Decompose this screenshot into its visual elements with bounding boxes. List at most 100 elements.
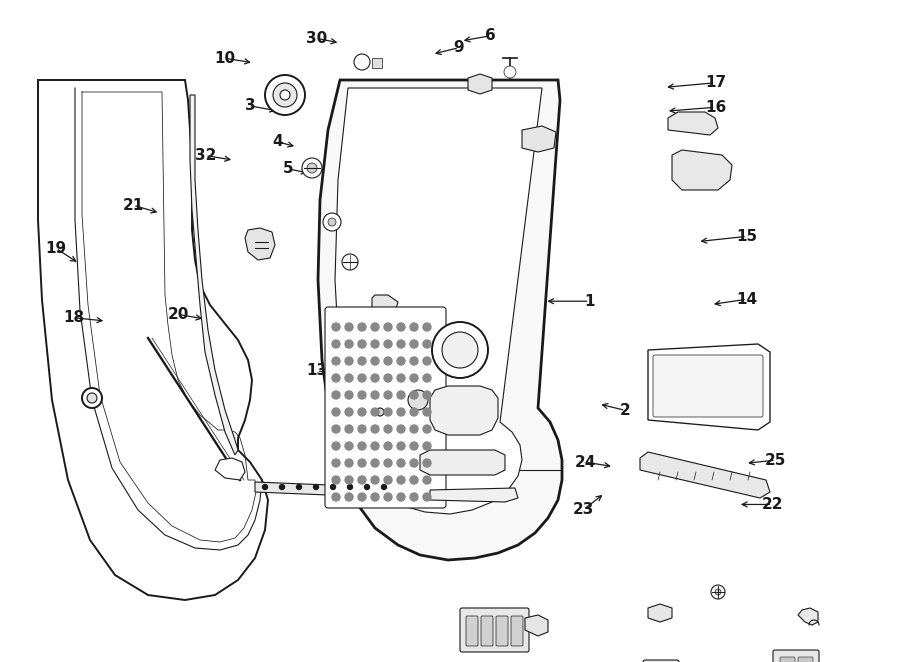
Circle shape xyxy=(296,485,302,489)
Polygon shape xyxy=(640,452,770,498)
Circle shape xyxy=(432,322,488,378)
Circle shape xyxy=(358,493,366,501)
Circle shape xyxy=(423,323,431,331)
Circle shape xyxy=(345,425,353,433)
Bar xyxy=(372,58,382,68)
Circle shape xyxy=(384,408,392,416)
Text: 3: 3 xyxy=(245,99,256,113)
Polygon shape xyxy=(420,450,505,475)
Circle shape xyxy=(397,442,405,450)
Circle shape xyxy=(280,485,284,489)
Circle shape xyxy=(371,340,379,348)
Circle shape xyxy=(423,340,431,348)
Circle shape xyxy=(410,374,418,382)
Text: 21: 21 xyxy=(122,198,144,213)
Circle shape xyxy=(384,357,392,365)
Circle shape xyxy=(364,485,370,489)
Circle shape xyxy=(423,391,431,399)
Circle shape xyxy=(397,374,405,382)
Circle shape xyxy=(345,476,353,484)
Circle shape xyxy=(330,485,336,489)
Text: 16: 16 xyxy=(705,100,726,115)
Text: 5: 5 xyxy=(283,162,293,176)
Text: 6: 6 xyxy=(485,28,496,43)
Circle shape xyxy=(280,90,290,100)
Polygon shape xyxy=(468,74,492,94)
Circle shape xyxy=(371,357,379,365)
Circle shape xyxy=(376,408,384,416)
Circle shape xyxy=(347,485,353,489)
Circle shape xyxy=(384,493,392,501)
Circle shape xyxy=(410,357,418,365)
Circle shape xyxy=(410,340,418,348)
Circle shape xyxy=(358,425,366,433)
Circle shape xyxy=(358,442,366,450)
FancyBboxPatch shape xyxy=(466,616,478,646)
Circle shape xyxy=(371,493,379,501)
Circle shape xyxy=(345,374,353,382)
Circle shape xyxy=(87,393,97,403)
Circle shape xyxy=(358,340,366,348)
Circle shape xyxy=(332,442,340,450)
FancyBboxPatch shape xyxy=(780,657,795,662)
Circle shape xyxy=(358,374,366,382)
Circle shape xyxy=(410,391,418,399)
Circle shape xyxy=(332,391,340,399)
Circle shape xyxy=(410,323,418,331)
FancyBboxPatch shape xyxy=(773,650,819,662)
Polygon shape xyxy=(215,458,245,480)
Text: 19: 19 xyxy=(45,241,67,256)
Circle shape xyxy=(345,323,353,331)
Polygon shape xyxy=(372,295,398,316)
FancyBboxPatch shape xyxy=(325,307,446,508)
Polygon shape xyxy=(522,126,556,152)
Polygon shape xyxy=(525,615,548,636)
Polygon shape xyxy=(668,112,718,135)
Circle shape xyxy=(358,391,366,399)
Circle shape xyxy=(423,374,431,382)
Polygon shape xyxy=(672,150,732,190)
Circle shape xyxy=(358,476,366,484)
Circle shape xyxy=(332,357,340,365)
Circle shape xyxy=(410,459,418,467)
Text: 29: 29 xyxy=(463,390,484,404)
Text: 10: 10 xyxy=(214,51,236,66)
Circle shape xyxy=(265,75,305,115)
Polygon shape xyxy=(255,482,402,498)
Circle shape xyxy=(345,493,353,501)
Circle shape xyxy=(342,254,358,270)
Circle shape xyxy=(345,391,353,399)
Text: 20: 20 xyxy=(167,307,189,322)
Circle shape xyxy=(371,459,379,467)
Circle shape xyxy=(371,476,379,484)
Text: 15: 15 xyxy=(736,229,758,244)
Circle shape xyxy=(371,391,379,399)
Circle shape xyxy=(398,380,438,420)
Circle shape xyxy=(410,425,418,433)
Circle shape xyxy=(263,485,267,489)
Circle shape xyxy=(360,392,400,432)
Text: 17: 17 xyxy=(705,75,726,90)
Circle shape xyxy=(273,83,297,107)
Circle shape xyxy=(711,585,725,599)
Circle shape xyxy=(368,400,392,424)
Circle shape xyxy=(410,408,418,416)
Circle shape xyxy=(397,323,405,331)
Circle shape xyxy=(323,213,341,231)
Text: 8: 8 xyxy=(364,199,374,213)
Polygon shape xyxy=(190,95,238,455)
Polygon shape xyxy=(798,608,818,625)
Circle shape xyxy=(384,391,392,399)
Text: 25: 25 xyxy=(765,453,787,467)
Text: 31: 31 xyxy=(520,79,542,93)
Circle shape xyxy=(358,408,366,416)
Circle shape xyxy=(423,442,431,450)
FancyBboxPatch shape xyxy=(496,616,508,646)
Circle shape xyxy=(423,357,431,365)
Text: 7: 7 xyxy=(648,372,659,387)
Text: 24: 24 xyxy=(574,455,596,469)
Text: 32: 32 xyxy=(194,148,216,163)
Circle shape xyxy=(397,459,405,467)
Circle shape xyxy=(332,476,340,484)
Polygon shape xyxy=(430,488,518,502)
